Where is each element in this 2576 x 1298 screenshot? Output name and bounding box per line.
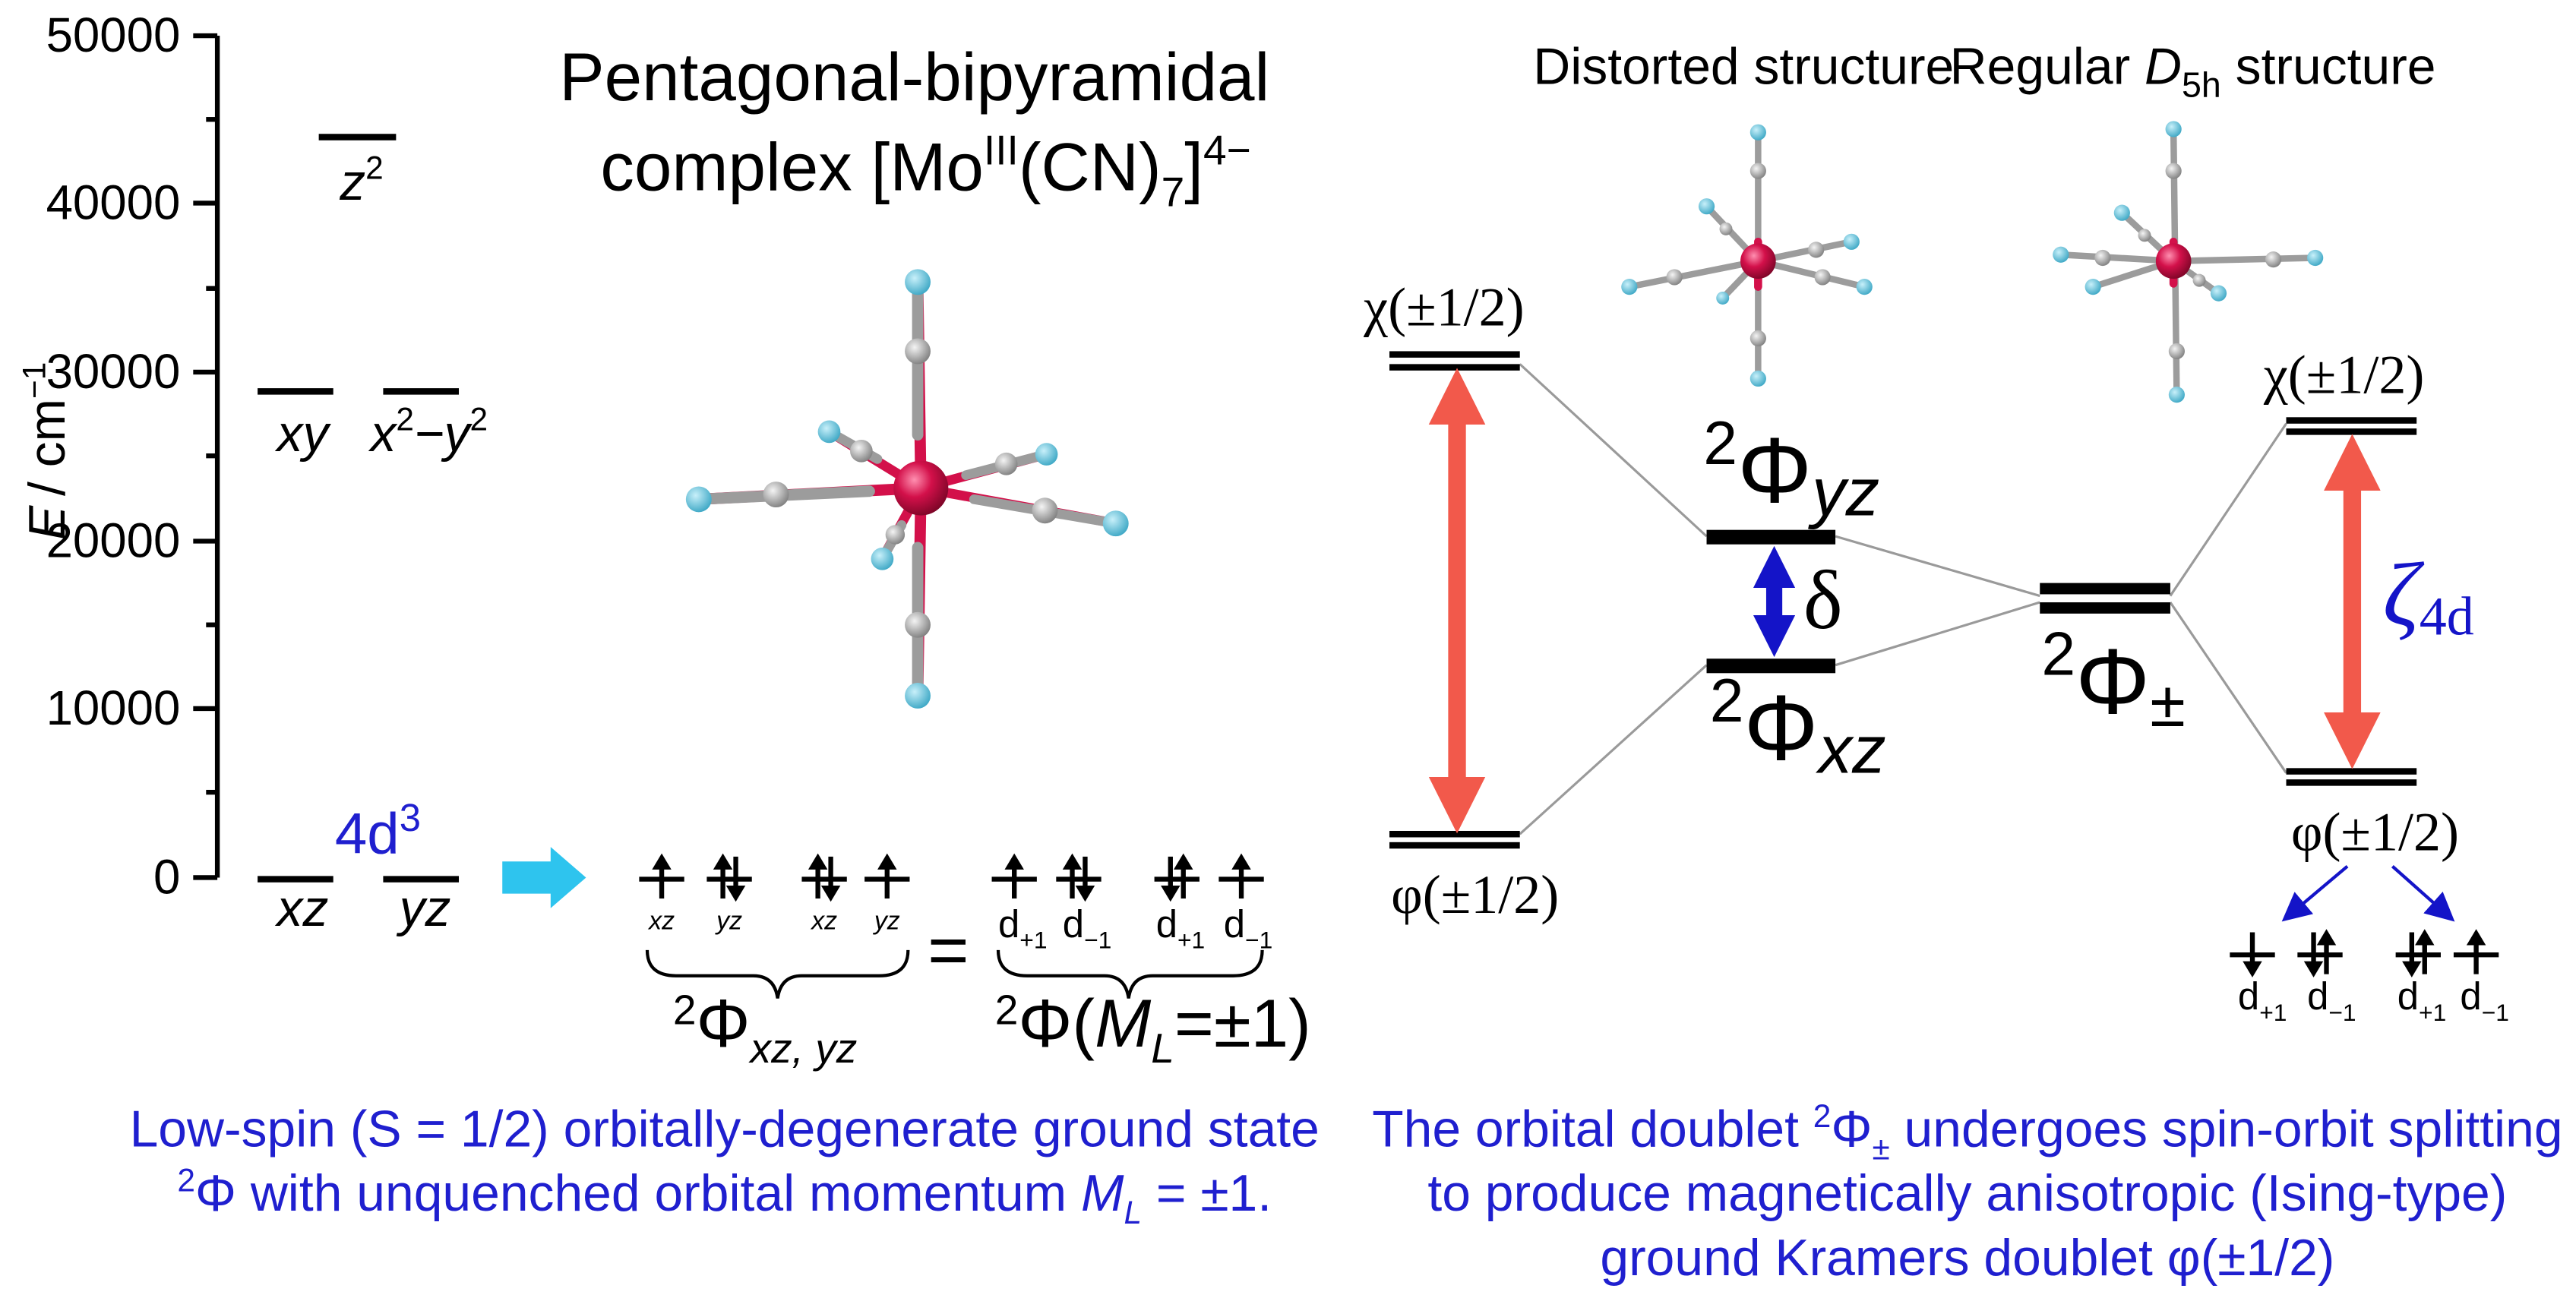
tick-label-30000: 30000 (46, 345, 181, 399)
right-caption-line2: to produce magnetically anisotropic (Isi… (1427, 1165, 2507, 1222)
tick-label-10000: 10000 (46, 681, 181, 735)
equals-sign: = (928, 911, 969, 990)
molecule-model-mo-cn7 (685, 269, 1129, 709)
label-phi-yz: 2Φyz (1703, 409, 1879, 530)
kramers-d-label-1: d+1 (2238, 974, 2287, 1026)
energy-axis: 0 10000 20000 30000 40000 50000 E / cm−1 (16, 8, 220, 905)
left-title-line1: Pentagonal-bipyramidal (559, 39, 1269, 115)
label-chi-left: χ(±1/2) (1363, 277, 1525, 338)
right-arrow (502, 847, 586, 908)
label-phi-xz: 2Φxz (1710, 667, 1886, 788)
left-caption-line1: Low-spin (S = 1/2) orbitally-degenerate … (130, 1101, 1320, 1157)
label-yz: yz (397, 880, 451, 937)
svg-text:E/ cm−1: E / cm−1 (16, 362, 75, 540)
right-caption-line3: ground Kramers doublet φ(±1/2) (1600, 1230, 2334, 1287)
level-phi-xz (1706, 658, 1836, 674)
left-caption-line2: 2Φ with unquenched orbital momentum ML =… (177, 1163, 1272, 1230)
level-phi-pm-a (2040, 583, 2170, 595)
spin-orbit-levels (1389, 351, 2417, 849)
kramers-microstates (2230, 929, 2499, 977)
label-phi-pm: 2Φ± (2041, 620, 2185, 740)
level-chi-right-a (2286, 417, 2417, 424)
label-xz: xz (275, 880, 329, 937)
regular-structure-label: Regular D5h structure (1950, 39, 2436, 105)
y-axis-unit: / cm (19, 399, 76, 496)
level-phi-pm-b (2040, 602, 2170, 614)
d-label-m1-b: d−1 (1224, 902, 1273, 954)
axis-ticks (193, 33, 218, 880)
label-zeta-4d: ζ4d (2383, 545, 2474, 647)
tick-label-20000: 20000 (46, 514, 181, 568)
small-label-yz-2: yz (873, 906, 900, 935)
kramers-d-label-3: d+1 (2397, 974, 2447, 1026)
label-phi-left: φ(±1/2) (1391, 864, 1559, 925)
kramers-d-label-4: d−1 (2460, 974, 2509, 1026)
level-phi-yz (1706, 529, 1836, 545)
small-label-yz-1: yz (715, 906, 742, 935)
label-phi-right: φ(±1/2) (2291, 801, 2459, 862)
level-chi-left-b (1389, 364, 1520, 371)
level-phi-left-b (1389, 842, 1520, 849)
level-phi-left-a (1389, 830, 1520, 838)
level-chi-left-a (1389, 351, 1520, 358)
y-axis-symbol: E (19, 505, 76, 540)
small-label-xz-2: xz (810, 906, 837, 935)
kramers-d-label-2: d−1 (2307, 974, 2356, 1026)
d-label-p1-a: d+1 (998, 902, 1048, 954)
small-label-xz-1: xz (647, 906, 675, 935)
level-chi-right-b (2286, 428, 2417, 435)
d-orbital-levels (258, 134, 460, 883)
microstates-dml (991, 853, 1264, 902)
split-arrow-left (2281, 864, 2349, 922)
label-delta: δ (1803, 554, 1843, 646)
state-phi-xz-yz: 2Φxz, yz (673, 985, 857, 1072)
y-axis-title: E / cm−1 (16, 362, 75, 540)
brace-right (996, 949, 1264, 999)
molecule-model-regular (2053, 121, 2324, 403)
microstates-xz-yz (639, 853, 910, 902)
label-z2: z2 (339, 150, 383, 212)
label-xy: xy (275, 406, 332, 463)
level-phi-right-b (2286, 779, 2417, 786)
tick-label-50000: 50000 (46, 8, 181, 62)
label-x2y2: x2−y2 (368, 401, 488, 463)
state-phi-ml: 2Φ(ML=±1) (995, 985, 1311, 1072)
level-phi-right-a (2286, 768, 2417, 775)
molecule-model-distorted (1621, 124, 1873, 387)
split-arrow-right (2391, 865, 2455, 922)
tick-label-0: 0 (153, 851, 180, 905)
right-caption-line1: The orbital doublet 2Φ± undergoes spin-o… (1372, 1098, 2562, 1166)
distorted-structure-label: Distorted structure (1533, 39, 1954, 96)
d-label-m1-a: d−1 (1063, 902, 1112, 954)
label-chi-right: χ(±1/2) (2263, 345, 2425, 406)
level-connectors (1519, 363, 2287, 835)
y-axis-unit-exponent: −1 (16, 362, 52, 399)
left-title-line2: complex [MoIII(CN)7]4− (600, 127, 1250, 216)
d-label-p1-b: d+1 (1156, 902, 1206, 954)
config-4d3: 4d3 (335, 796, 421, 867)
brace-left (645, 949, 910, 999)
tick-label-40000: 40000 (46, 176, 181, 230)
